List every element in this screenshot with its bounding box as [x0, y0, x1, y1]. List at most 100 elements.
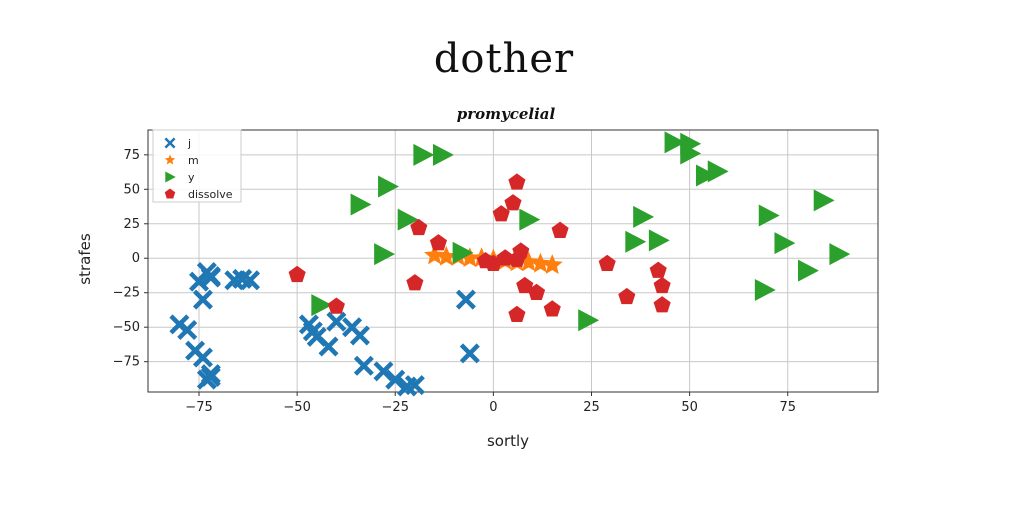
x-tick-label: −75: [185, 400, 212, 415]
data-point-dissolve: [288, 265, 306, 283]
data-point-dissolve: [504, 194, 522, 211]
data-point-j: [385, 369, 406, 390]
data-point-dissolve: [516, 276, 534, 294]
data-point-j: [459, 343, 480, 364]
data-point-dissolve: [410, 218, 428, 236]
x-tick-label: 0: [489, 400, 497, 415]
data-point-j: [189, 271, 210, 292]
data-point-y: [774, 232, 796, 255]
data-point-dissolve: [406, 274, 424, 291]
legend-marker-j: [164, 137, 176, 149]
series-y: [311, 131, 851, 332]
data-point-m: [459, 247, 481, 268]
y-tick-label: −50: [113, 320, 140, 335]
plot-frame: [147, 129, 879, 393]
y-tick-label: 75: [123, 148, 140, 163]
data-point-dissolve: [527, 283, 546, 300]
data-point-j: [326, 311, 347, 332]
data-point-dissolve: [551, 221, 569, 238]
x-tick-label: −50: [283, 400, 310, 415]
legend-label-y: y: [188, 171, 195, 184]
data-point-m: [541, 254, 563, 275]
series-dissolve: [288, 173, 671, 323]
data-point-dissolve: [429, 234, 447, 251]
data-point-m: [435, 245, 457, 266]
legend-label-dissolve: dissolve: [188, 188, 233, 201]
data-point-y: [625, 230, 647, 253]
data-point-j: [349, 325, 370, 346]
x-tick-label: 25: [583, 400, 600, 415]
chart-title: promycelial: [457, 105, 556, 123]
legend-marker-m: [164, 154, 176, 165]
x-tick-label: 50: [681, 400, 698, 415]
data-point-dissolve: [496, 249, 514, 266]
data-point-y: [758, 204, 780, 227]
data-point-dissolve: [649, 261, 667, 278]
data-point-j: [240, 270, 261, 291]
data-point-y: [648, 229, 670, 252]
data-point-dissolve: [653, 276, 671, 294]
data-point-y: [754, 278, 776, 301]
x-tick-label: 75: [779, 400, 796, 415]
legend-marker-y: [165, 171, 176, 183]
y-tick-label: −25: [113, 286, 140, 301]
y-axis-label: strafes: [76, 233, 94, 285]
legend: jmy dissolve: [152, 129, 242, 203]
data-point-j: [404, 375, 425, 396]
data-point-j: [353, 355, 374, 376]
data-point-j: [192, 347, 213, 368]
data-point-y: [378, 175, 399, 198]
data-point-dissolve: [508, 250, 526, 267]
data-point-y: [578, 309, 600, 332]
data-point-y: [633, 205, 655, 228]
y-tick-label: 0: [132, 251, 140, 266]
data-point-j: [200, 266, 221, 287]
data-point-y: [452, 241, 474, 264]
data-point-y: [664, 131, 686, 154]
legend-label-j: j: [187, 137, 191, 150]
data-point-y: [433, 143, 454, 166]
chart-suptitle: dother: [434, 36, 574, 82]
x-tick-label: −25: [382, 400, 409, 415]
data-point-dissolve: [618, 287, 636, 305]
data-point-y: [413, 143, 435, 166]
y-tick-label: 50: [123, 182, 140, 197]
data-point-j: [177, 319, 198, 340]
data-point-dissolve: [476, 252, 495, 269]
data-point-j: [192, 289, 213, 310]
data-point-y: [311, 294, 333, 317]
data-point-dissolve: [508, 173, 526, 190]
grid: [148, 130, 878, 392]
data-point-m: [530, 252, 551, 273]
legend-label-m: m: [188, 154, 199, 167]
y-tick-label: 25: [123, 217, 140, 232]
data-point-dissolve: [508, 305, 526, 323]
data-point-y: [397, 208, 419, 231]
data-point-dissolve: [653, 296, 671, 313]
series-j: [169, 262, 480, 397]
y-tick-label: −75: [113, 355, 140, 370]
data-point-y: [798, 259, 819, 282]
legend-marker-dissolve: [164, 188, 176, 199]
data-point-y: [680, 142, 702, 165]
data-point-y: [695, 164, 717, 187]
data-point-j: [318, 336, 339, 357]
data-point-j: [200, 366, 221, 387]
data-point-dissolve: [327, 297, 345, 314]
data-point-dissolve: [598, 254, 616, 272]
data-point-m: [424, 244, 445, 265]
data-point-y: [813, 189, 835, 212]
data-point-m: [518, 251, 540, 272]
data-point-y: [374, 243, 396, 266]
data-point-dissolve: [543, 300, 561, 317]
data-point-y: [707, 160, 729, 183]
data-point-y: [350, 193, 372, 216]
x-axis-label: sortly: [487, 432, 529, 450]
data-series: [169, 131, 851, 397]
tick-labels: −75 −50 −25 0 25 50 75 75 50 25 0 −25 −50 −75: [113, 148, 796, 415]
data-point-y: [519, 208, 541, 231]
data-point-j: [455, 289, 476, 310]
data-point-dissolve: [492, 205, 510, 222]
data-point-y: [829, 243, 851, 266]
